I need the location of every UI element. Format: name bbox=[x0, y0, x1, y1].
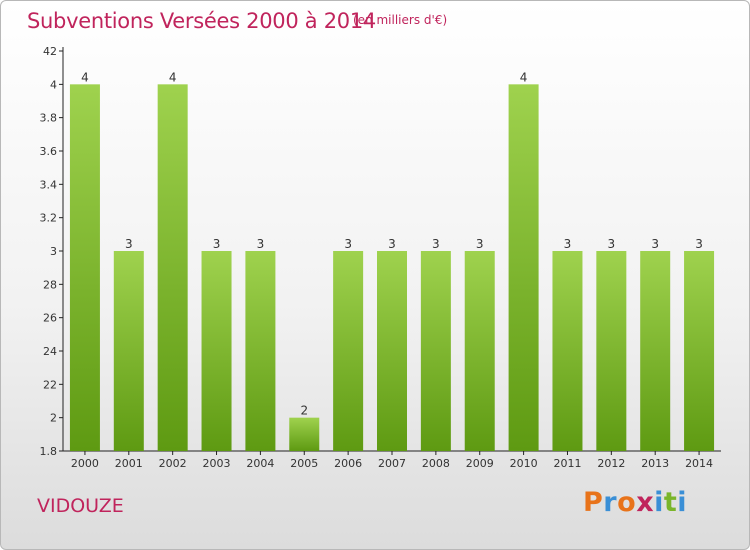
logo-letter: P bbox=[583, 487, 604, 518]
x-tick-label: 2001 bbox=[115, 457, 143, 470]
data-label: 3 bbox=[125, 237, 133, 251]
y-tick-label: 3 bbox=[50, 245, 57, 258]
logo-letter: t bbox=[663, 487, 678, 518]
x-tick-label: 2013 bbox=[641, 457, 669, 470]
bar bbox=[113, 251, 144, 451]
data-label: 4 bbox=[520, 70, 528, 84]
x-tick-label: 2011 bbox=[553, 457, 581, 470]
y-tick-label: 3.4 bbox=[40, 178, 58, 191]
y-tick-label: 4 bbox=[50, 78, 57, 91]
y-tick-label: 2 bbox=[50, 412, 57, 425]
x-tick-label: 2010 bbox=[510, 457, 538, 470]
chart-unit: (en milliers d'€) bbox=[353, 13, 448, 27]
logo-letter: i bbox=[677, 487, 688, 518]
y-tick-label: 3.8 bbox=[40, 112, 58, 125]
data-label: 3 bbox=[257, 237, 265, 251]
x-tick-label: 2003 bbox=[203, 457, 231, 470]
logo-letter: x bbox=[636, 487, 655, 518]
bar bbox=[377, 251, 407, 451]
bar bbox=[596, 251, 627, 451]
chart-title: Subventions Versées 2000 à 2014 bbox=[27, 9, 376, 33]
bar bbox=[201, 251, 232, 451]
y-tick-label: 3.6 bbox=[40, 145, 58, 158]
logo-letter: o bbox=[617, 487, 637, 518]
data-label: 3 bbox=[388, 237, 396, 251]
x-tick-label: 2014 bbox=[685, 457, 713, 470]
commune-name: VIDOUZE bbox=[37, 495, 124, 517]
y-tick-label: 28 bbox=[43, 278, 57, 291]
bar bbox=[245, 251, 276, 451]
y-tick-label: 26 bbox=[43, 312, 57, 325]
x-tick-label: 2006 bbox=[334, 457, 362, 470]
bar bbox=[69, 84, 100, 451]
bar bbox=[333, 251, 364, 451]
x-tick-label: 2008 bbox=[422, 457, 450, 470]
bar bbox=[552, 251, 583, 451]
y-tick-label: 3.2 bbox=[40, 212, 58, 225]
data-label: 3 bbox=[432, 237, 440, 251]
bar bbox=[684, 251, 715, 451]
y-tick-label: 24 bbox=[43, 345, 57, 358]
data-label: 3 bbox=[608, 237, 616, 251]
x-tick-label: 2002 bbox=[159, 457, 187, 470]
data-label: 4 bbox=[81, 70, 89, 84]
bar bbox=[157, 84, 188, 451]
data-label: 3 bbox=[476, 237, 484, 251]
data-label: 3 bbox=[695, 237, 703, 251]
y-tick-label: 42 bbox=[43, 45, 57, 58]
logo-letter: i bbox=[654, 487, 664, 518]
x-tick-label: 2009 bbox=[466, 457, 494, 470]
data-label: 3 bbox=[564, 237, 572, 251]
bar bbox=[464, 251, 495, 451]
y-tick-label: 22 bbox=[43, 378, 57, 391]
x-tick-label: 2007 bbox=[378, 457, 406, 470]
x-tick-label: 2004 bbox=[246, 457, 274, 470]
proxiti-logo: Proxiti bbox=[583, 487, 687, 518]
bar bbox=[289, 417, 320, 451]
data-label: 3 bbox=[213, 237, 221, 251]
data-label: 3 bbox=[651, 237, 659, 251]
data-label: 2 bbox=[300, 404, 308, 418]
x-tick-label: 2012 bbox=[597, 457, 625, 470]
x-tick-label: 2005 bbox=[290, 457, 318, 470]
bar bbox=[420, 251, 451, 451]
bar bbox=[508, 84, 539, 451]
logo-letter: r bbox=[603, 487, 618, 518]
data-label: 3 bbox=[344, 237, 352, 251]
bar bbox=[640, 251, 671, 451]
x-tick-label: 2000 bbox=[71, 457, 99, 470]
y-tick-label: 1.8 bbox=[40, 445, 58, 458]
data-label: 4 bbox=[169, 70, 177, 84]
